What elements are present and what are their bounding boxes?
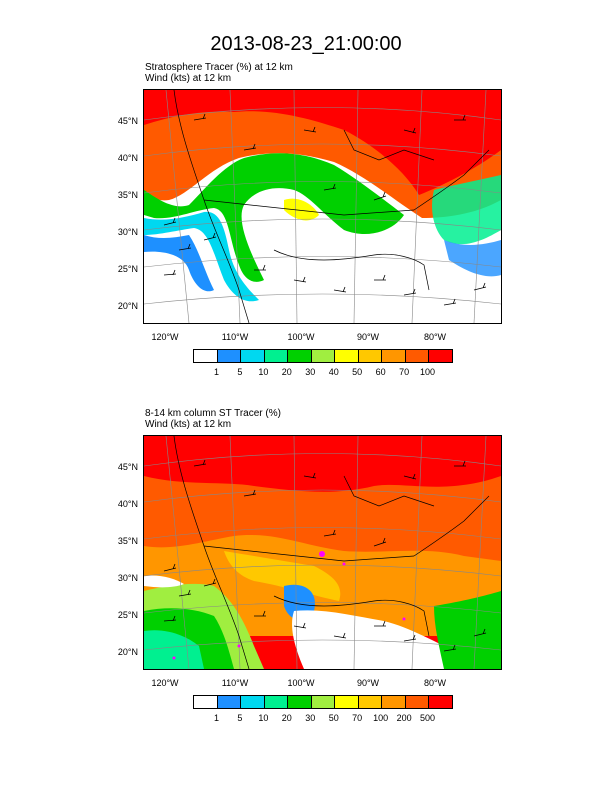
panel2-boundaries	[173, 436, 490, 669]
panel2-subtitle-wind: Wind (kts) at 12 km	[145, 419, 232, 430]
colorbar-label: 30	[305, 713, 316, 723]
colorbar-swatch	[335, 696, 359, 708]
colorbar-swatch	[241, 696, 265, 708]
panel2-lon-label-100: 100°W	[287, 678, 315, 688]
panel1-field-green	[144, 153, 404, 282]
panel1-colorbar	[193, 349, 453, 363]
colorbar-label: 5	[237, 367, 243, 377]
colorbar-label: 1	[213, 713, 219, 723]
panel2-magenta-marks	[172, 551, 406, 660]
panel2-colorbar	[193, 695, 453, 709]
panel2-subtitle-tracer: 8-14 km column ST Tracer (%)	[145, 408, 281, 419]
panel1-map	[143, 89, 502, 324]
panel1-graticule	[144, 90, 501, 323]
panel1-lat-label-45: 45°N	[117, 116, 138, 126]
colorbar-label: 200	[396, 713, 412, 723]
colorbar-label: 50	[352, 367, 363, 377]
panel1-lon-label-90: 90°W	[356, 332, 380, 342]
colorbar-label: 5	[237, 713, 243, 723]
colorbar-label: 100	[373, 713, 389, 723]
panel1-lat-label-35: 35°N	[117, 190, 138, 200]
panel1-boundaries	[173, 90, 490, 323]
colorbar-swatch	[194, 696, 218, 708]
colorbar-swatch	[194, 350, 218, 362]
colorbar-label: 100	[420, 367, 436, 377]
colorbar-swatch	[429, 696, 453, 708]
colorbar-swatch	[382, 696, 406, 708]
panel1-subtitle-tracer: Stratosphere Tracer (%) at 12 km	[145, 62, 293, 73]
page-title: 2013-08-23_21:00:00	[210, 33, 402, 55]
panel2-field-white	[292, 610, 444, 669]
colorbar-label: 70	[399, 367, 410, 377]
panel1-lat-label-25: 25°N	[117, 264, 138, 274]
panel2-lat-label-20: 20°N	[117, 647, 138, 657]
colorbar-label: 20	[281, 367, 292, 377]
colorbar-swatch	[288, 350, 312, 362]
panel1-subtitle: Stratosphere Tracer (%) at 12 km Wind (k…	[145, 62, 293, 84]
panel2-map	[143, 435, 502, 670]
colorbar-swatch	[217, 350, 242, 362]
panel1-wind-barbs	[163, 113, 487, 306]
panel2-wind-barbs	[163, 459, 487, 652]
colorbar-swatch	[429, 350, 453, 362]
panel1-field-cyan	[144, 211, 259, 302]
panel1-field-yellow	[284, 198, 319, 221]
colorbar-label: 40	[328, 367, 339, 377]
colorbar-label: 20	[281, 713, 292, 723]
panel2-field-cyan	[144, 630, 204, 669]
panel2-field-white-west	[144, 575, 184, 588]
panel1-lon-label-100: 100°W	[287, 332, 315, 342]
panel2-lon-label-110: 110°W	[221, 678, 249, 688]
panel2-lon-label-80: 80°W	[423, 678, 447, 688]
panel1-field-east-blue	[444, 240, 501, 277]
panel2-subtitle: 8-14 km column ST Tracer (%) Wind (kts) …	[145, 408, 281, 430]
panel1-lat-label-20: 20°N	[117, 301, 138, 311]
panel1-lon-label-110: 110°W	[221, 332, 249, 342]
panel1-field-blue	[144, 235, 214, 292]
panel2-field-gold	[224, 551, 341, 601]
colorbar-swatch	[311, 696, 336, 708]
panel1-lon-label-120: 120°W	[151, 332, 179, 342]
panel2-lat-label-45: 45°N	[117, 462, 138, 472]
colorbar-label: 10	[258, 367, 269, 377]
panel1-lon-label-80: 80°W	[423, 332, 447, 342]
colorbar-swatch	[382, 350, 406, 362]
panel2-lon-label-90: 90°W	[356, 678, 380, 688]
panel2-lat-label-25: 25°N	[117, 610, 138, 620]
colorbar-swatch	[358, 696, 383, 708]
panel2-graticule	[144, 436, 501, 669]
panel2-lat-label-30: 30°N	[117, 573, 138, 583]
colorbar-label: 60	[375, 367, 386, 377]
colorbar-swatch	[335, 350, 359, 362]
colorbar-swatch	[405, 350, 430, 362]
panel2-lon-label-120: 120°W	[151, 678, 179, 688]
colorbar-label: 30	[305, 367, 316, 377]
colorbar-label: 70	[352, 713, 363, 723]
colorbar-swatch	[311, 350, 336, 362]
panel2-lat-label-40: 40°N	[117, 499, 138, 509]
colorbar-label: 10	[258, 713, 269, 723]
panel1-field-east-green	[432, 175, 501, 245]
colorbar-swatch	[217, 696, 242, 708]
panel2-lat-label-35: 35°N	[117, 536, 138, 546]
colorbar-swatch	[358, 350, 383, 362]
colorbar-swatch	[288, 696, 312, 708]
panel1-field-orange	[144, 111, 501, 218]
colorbar-label: 50	[328, 713, 339, 723]
colorbar-swatch	[264, 696, 289, 708]
colorbar-label: 1	[213, 367, 219, 377]
panel1-subtitle-wind: Wind (kts) at 12 km	[145, 73, 232, 84]
colorbar-swatch	[264, 350, 289, 362]
panel1-lat-label-30: 30°N	[117, 227, 138, 237]
colorbar-label: 500	[420, 713, 436, 723]
colorbar-swatch	[241, 350, 265, 362]
panel1-lat-label-40: 40°N	[117, 153, 138, 163]
colorbar-swatch	[405, 696, 430, 708]
